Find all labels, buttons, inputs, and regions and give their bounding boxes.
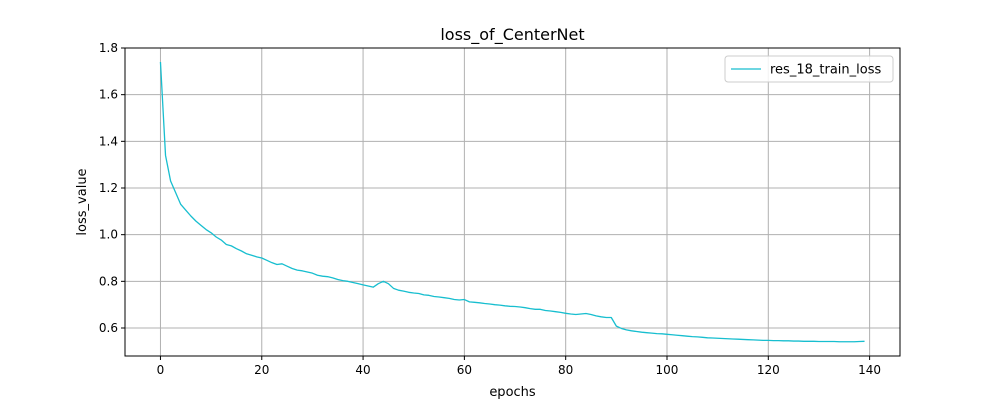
series-layer	[159, 61, 865, 343]
y-axis-label: loss_value	[75, 168, 90, 235]
y-tick-label: 0.8	[99, 274, 118, 288]
grid-layer	[125, 47, 900, 356]
x-tick-label: 60	[457, 363, 472, 377]
x-tick-label: 0	[157, 363, 165, 377]
y-tick-label: 1.0	[99, 228, 118, 242]
legend: res_18_train_loss	[724, 55, 894, 83]
chart-title: loss_of_CenterNet	[440, 25, 584, 45]
y-tick-label: 1.6	[99, 88, 118, 102]
plot-area-frame	[124, 47, 901, 357]
series-line-0	[159, 61, 865, 343]
y-tick-label: 1.2	[99, 181, 118, 195]
tick-layer: 0 20 40 60 80 100 120 140 0.6 0.8 1.0 1.2 1.4 1.6 1.8	[99, 41, 881, 377]
y-tick-label: 0.6	[99, 321, 118, 335]
x-tick-label: 80	[558, 363, 573, 377]
x-axis-label: epochs	[489, 385, 536, 400]
x-tick-label: 120	[757, 363, 780, 377]
y-tick-label: 1.8	[99, 41, 118, 55]
x-tick-label: 40	[355, 363, 370, 377]
legend-entry-label: res_18_train_loss	[770, 63, 881, 78]
legend-box	[724, 55, 894, 83]
y-tick-label: 1.4	[99, 134, 118, 148]
x-tick-label: 140	[858, 363, 881, 377]
x-tick-label: 20	[254, 363, 269, 377]
x-tick-label: 100	[656, 363, 679, 377]
